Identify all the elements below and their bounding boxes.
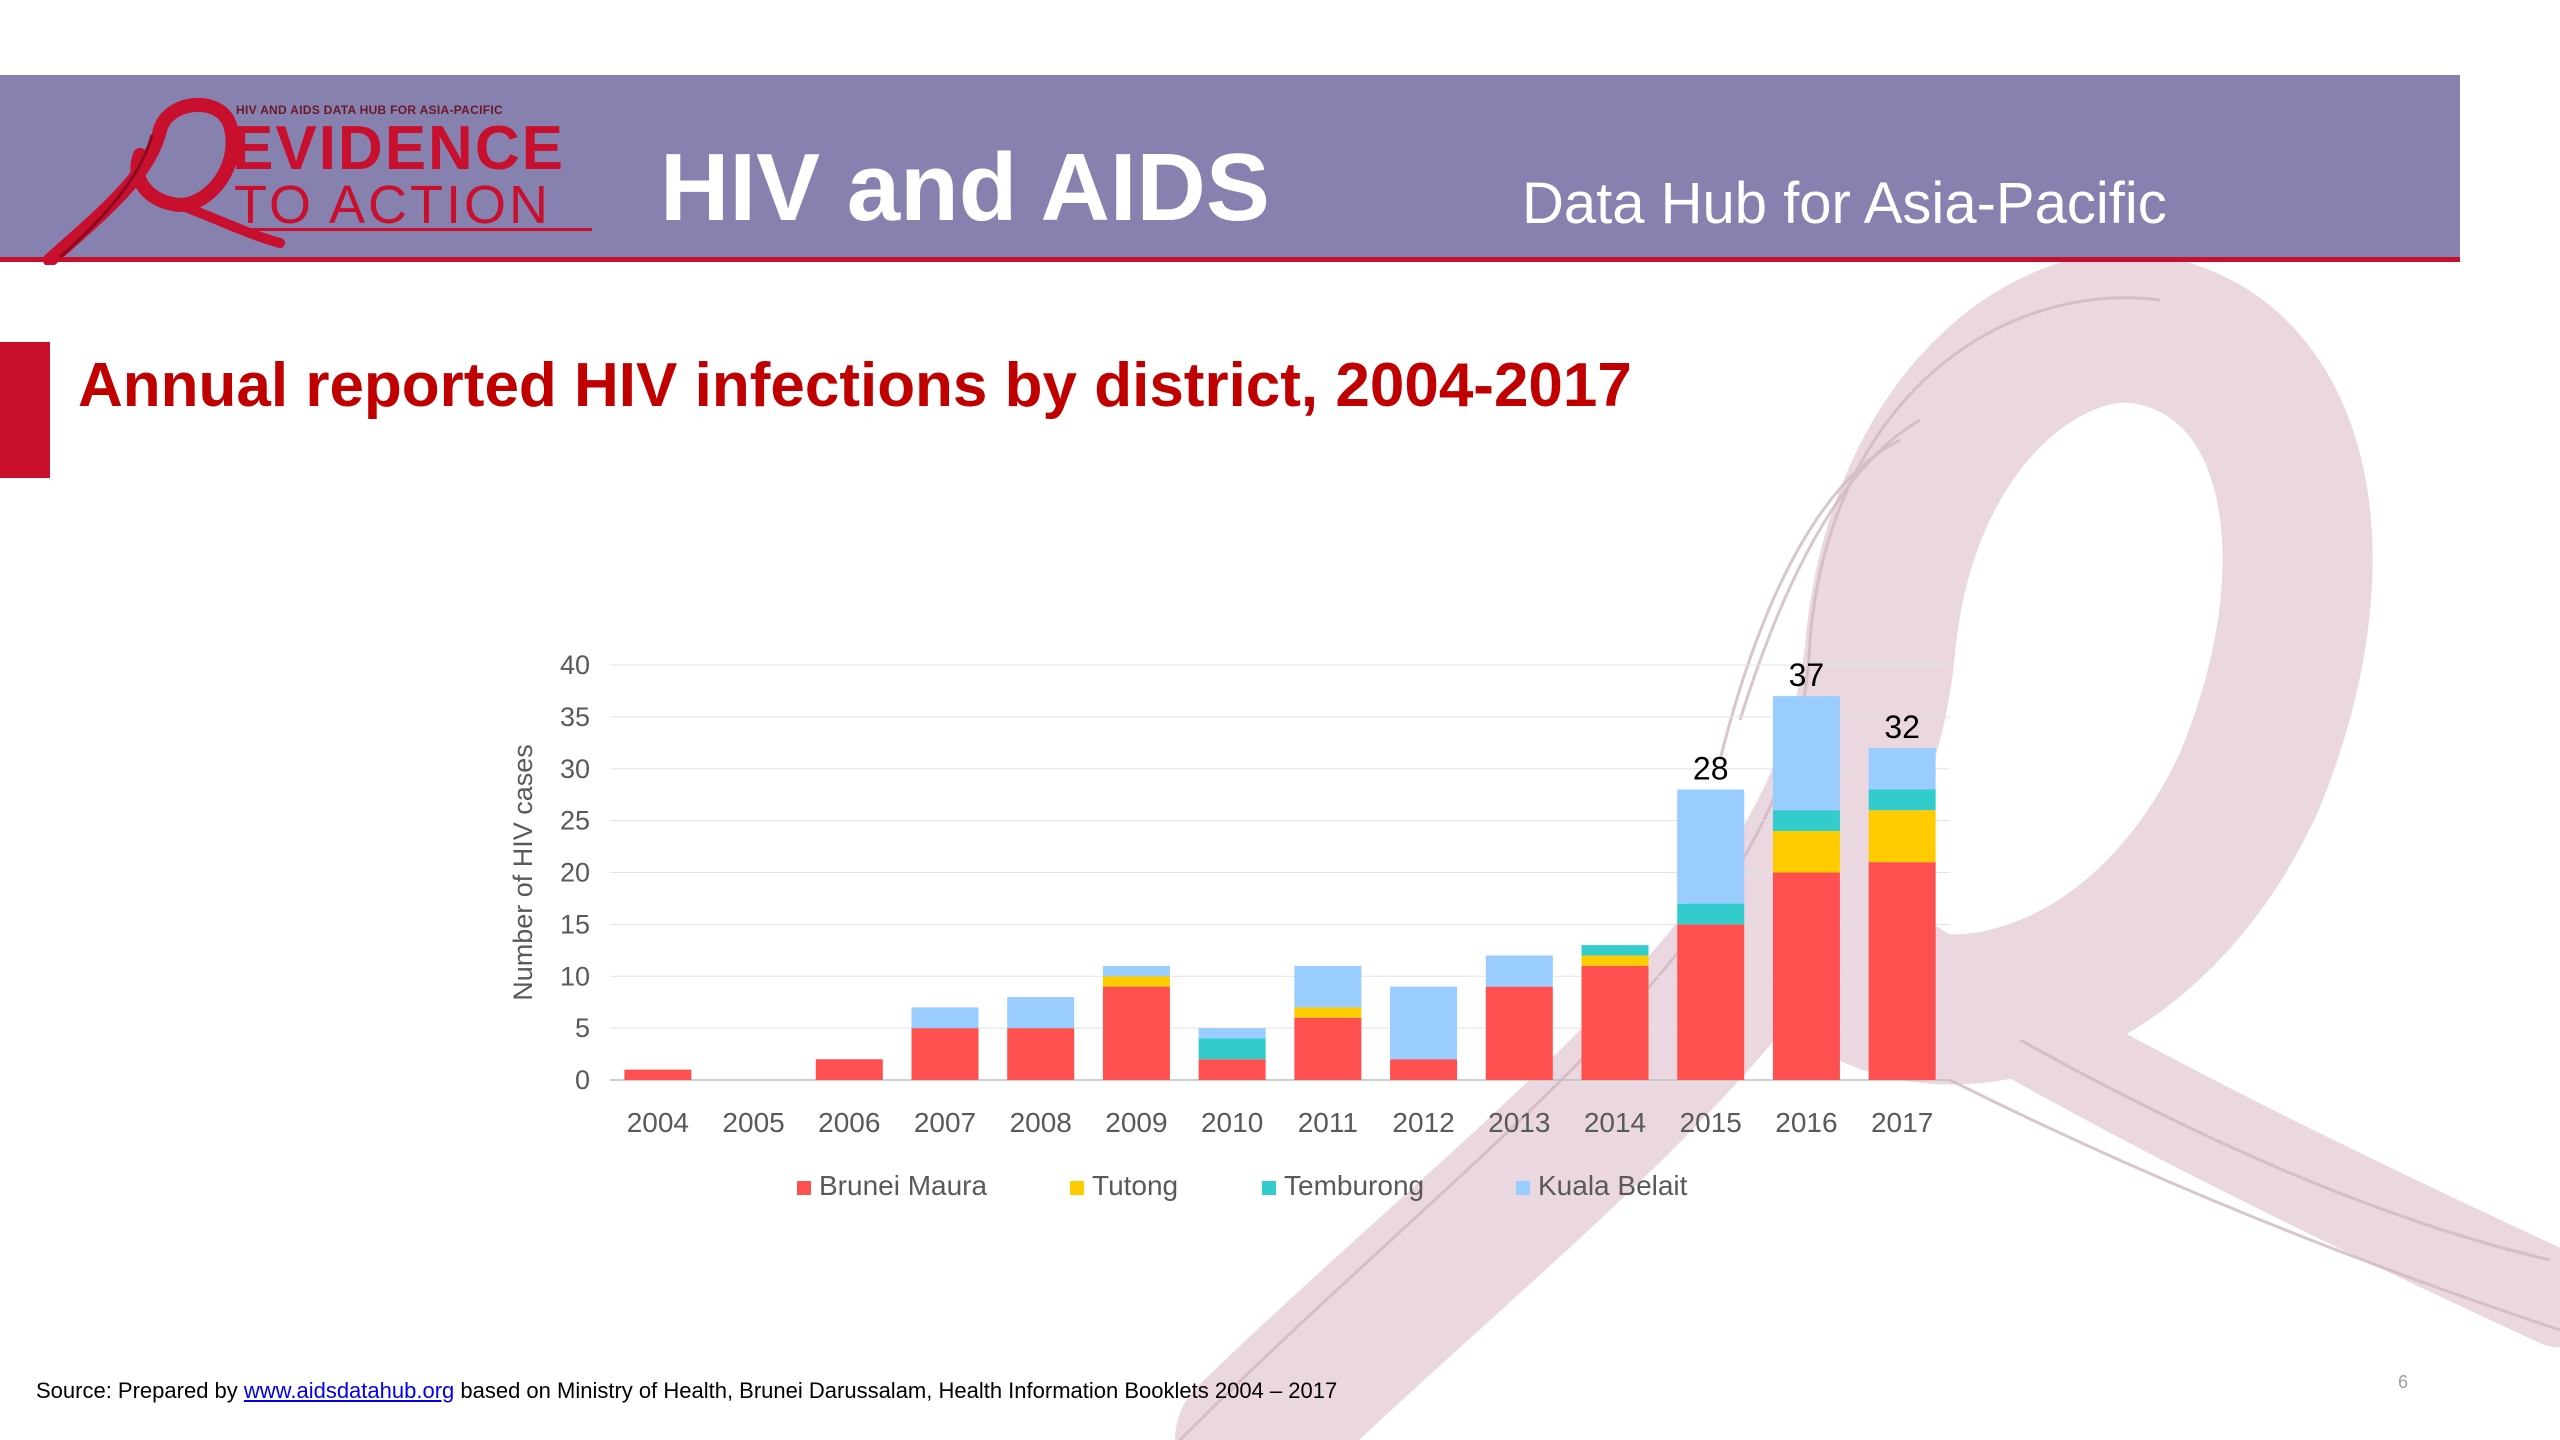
bar-segment [1581, 955, 1649, 966]
bar-segment [1868, 748, 1936, 790]
bar-segment [1677, 789, 1745, 904]
data-label: 37 [1789, 657, 1825, 693]
legend-label: Tutong [1092, 1170, 1178, 1201]
bar-segment [1485, 986, 1553, 1080]
x-tick-label: 2004 [627, 1107, 689, 1138]
bar-segment [1868, 810, 1936, 863]
bar-segment [1772, 872, 1840, 1080]
logo-underline [236, 228, 592, 231]
legend-swatch [1516, 1181, 1530, 1195]
bar-segment [1007, 997, 1075, 1029]
source-suffix: based on Ministry of Health, Brunei Daru… [454, 1378, 1338, 1403]
bar-segment [1772, 831, 1840, 873]
y-tick-label: 20 [560, 858, 590, 888]
y-tick-label: 25 [560, 806, 590, 836]
data-label: 28 [1693, 751, 1729, 787]
source-link[interactable]: www.aidsdatahub.org [243, 1378, 455, 1403]
slide-title: Annual reported HIV infections by distri… [78, 351, 1632, 420]
legend-label: Temburong [1284, 1170, 1424, 1201]
bar-segment [1677, 903, 1745, 925]
page-number: 6 [2398, 1372, 2409, 1392]
bar-segment [1102, 986, 1170, 1080]
bar-segment [1581, 945, 1649, 956]
bar-segment [1198, 1028, 1266, 1039]
y-tick-label: 5 [575, 1013, 590, 1043]
logo-tagline: HIV AND AIDS DATA HUB FOR ASIA-PACIFIC [236, 103, 503, 117]
x-tick-label: 2005 [722, 1107, 784, 1138]
y-tick-label: 15 [560, 909, 590, 939]
x-tick-label: 2012 [1392, 1107, 1454, 1138]
bar-segment [1390, 986, 1458, 1060]
x-tick-label: 2013 [1488, 1107, 1550, 1138]
x-tick-label: 2009 [1105, 1107, 1167, 1138]
bar-segment [1294, 1017, 1362, 1080]
x-tick-label: 2008 [1010, 1107, 1072, 1138]
bar-segment [1007, 1028, 1075, 1080]
logo-evidence-text: EVIDENCE [232, 114, 565, 183]
bar-segment [815, 1059, 883, 1080]
legend-label: Brunei Maura [819, 1170, 988, 1201]
bar-segment [1294, 1007, 1362, 1018]
bar-segment [1772, 810, 1840, 831]
bar-segment [1772, 696, 1840, 811]
data-label: 32 [1884, 709, 1920, 745]
source-prefix: Source: Prepared by [36, 1378, 244, 1403]
bar-segment [1198, 1059, 1266, 1080]
bar-segment [911, 1007, 979, 1029]
bar-segment [1677, 924, 1745, 1080]
y-tick-label: 30 [560, 754, 590, 784]
y-tick-label: 40 [560, 650, 590, 680]
y-tick-label: 35 [560, 702, 590, 732]
y-tick-label: 10 [560, 961, 590, 991]
bar-segment [1102, 976, 1170, 987]
logo-action-text: TO ACTION [234, 175, 552, 235]
bar-segment [1294, 965, 1362, 1008]
bar-segment [624, 1069, 692, 1080]
x-tick-label: 2011 [1298, 1107, 1358, 1138]
bar-segment [1581, 965, 1649, 1080]
legend-swatch [1070, 1181, 1084, 1195]
bar-segment [911, 1028, 979, 1080]
header-title: HIV and AIDS [660, 134, 1270, 241]
x-tick-label: 2015 [1680, 1107, 1742, 1138]
legend-swatch [1262, 1181, 1276, 1195]
bar-segment [1390, 1059, 1458, 1080]
header-subtitle: Data Hub for Asia-Pacific [1522, 171, 2167, 236]
x-tick-label: 2010 [1201, 1107, 1263, 1138]
source-note: Source: Prepared by www.aidsdatahub.org … [36, 1378, 1337, 1404]
x-tick-label: 2016 [1775, 1107, 1837, 1138]
y-tick-label: 0 [575, 1065, 590, 1095]
x-tick-label: 2017 [1871, 1107, 1933, 1138]
bar-segment [1485, 955, 1553, 987]
x-tick-label: 2007 [914, 1107, 976, 1138]
x-tick-label: 2006 [818, 1107, 880, 1138]
y-axis-label: Number of HIV cases [508, 744, 538, 1001]
legend-swatch [797, 1181, 811, 1195]
bar-segment [1868, 789, 1936, 811]
red-ribbon-logo-icon [43, 97, 285, 265]
stacked-bar-chart: 0 5 10 15 20 25 30 35 40 Number of HIV cases 2004 2… [508, 650, 1950, 1201]
legend-label: Kuala Belait [1538, 1170, 1688, 1201]
title-accent-bar [0, 342, 50, 478]
bar-segment [1868, 862, 1936, 1080]
bar-segment [1198, 1038, 1266, 1060]
x-tick-label: 2014 [1584, 1107, 1646, 1138]
header-divider [0, 257, 2460, 262]
bar-segment [1102, 965, 1170, 977]
